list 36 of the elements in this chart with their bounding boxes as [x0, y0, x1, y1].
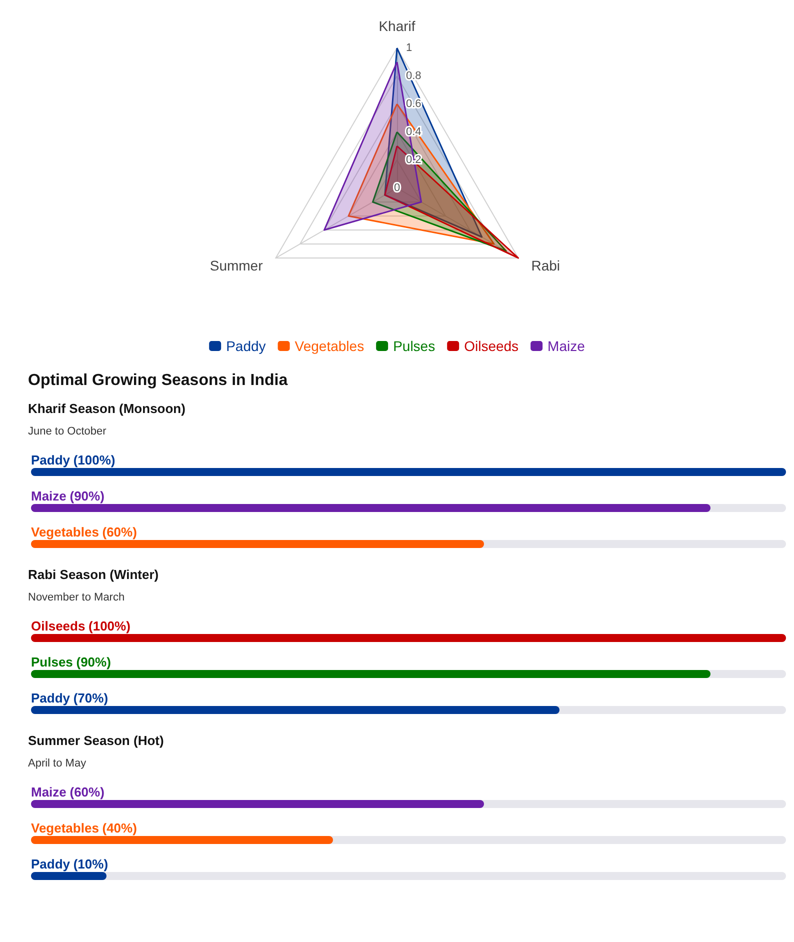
y-tick-label: Maize: [31, 488, 66, 504]
y-tick-label: Paddy: [31, 690, 71, 706]
chart-subtitle: April to May: [28, 758, 87, 770]
data-label: (100%): [88, 618, 130, 634]
y-tick-label: Vegetables: [31, 524, 99, 540]
chart-subtitle: June to October: [28, 426, 107, 438]
y-tick-label: 0.6: [406, 98, 422, 110]
data-label: (90%): [70, 488, 104, 504]
legend-label: Maize: [548, 338, 586, 354]
data-label: (60%): [70, 784, 104, 800]
data-label: (90%): [76, 654, 111, 670]
y-tick-label: Maize: [31, 784, 66, 800]
data-label: (40%): [102, 820, 137, 836]
legend-label: Oilseeds: [464, 338, 519, 354]
y-tick-label: Vegetables: [31, 820, 99, 836]
y-tick-label: Oilseeds: [31, 618, 86, 634]
y-tick-label: 0.2: [406, 154, 422, 166]
spoke-label: Rabi: [531, 258, 560, 274]
chart-title: Kharif Season (Monsoon): [28, 401, 186, 416]
text: Optimal Growing Seasons in India: [28, 371, 289, 391]
chart-subtitle: November to March: [28, 592, 125, 604]
legend-label: Vegetables: [294, 338, 364, 354]
data-label: (60%): [102, 524, 137, 540]
data-label: (70%): [73, 690, 108, 706]
y-tick-label: Pulses: [31, 654, 73, 670]
chart-title: Rabi Season (Winter): [28, 567, 159, 582]
spoke-label: Summer: [210, 258, 264, 274]
y-tick-label: Paddy: [31, 452, 71, 468]
y-tick-label: Paddy: [31, 856, 71, 872]
data-label: (100%): [73, 452, 116, 468]
y-tick-label: 1: [406, 42, 412, 54]
spoke-label: Kharif: [378, 18, 416, 34]
y-tick-label: 0: [394, 182, 400, 194]
chart-title: Summer Season (Hot): [28, 733, 164, 748]
legend-label: Paddy: [226, 338, 266, 354]
data-label: (10%): [73, 856, 108, 872]
